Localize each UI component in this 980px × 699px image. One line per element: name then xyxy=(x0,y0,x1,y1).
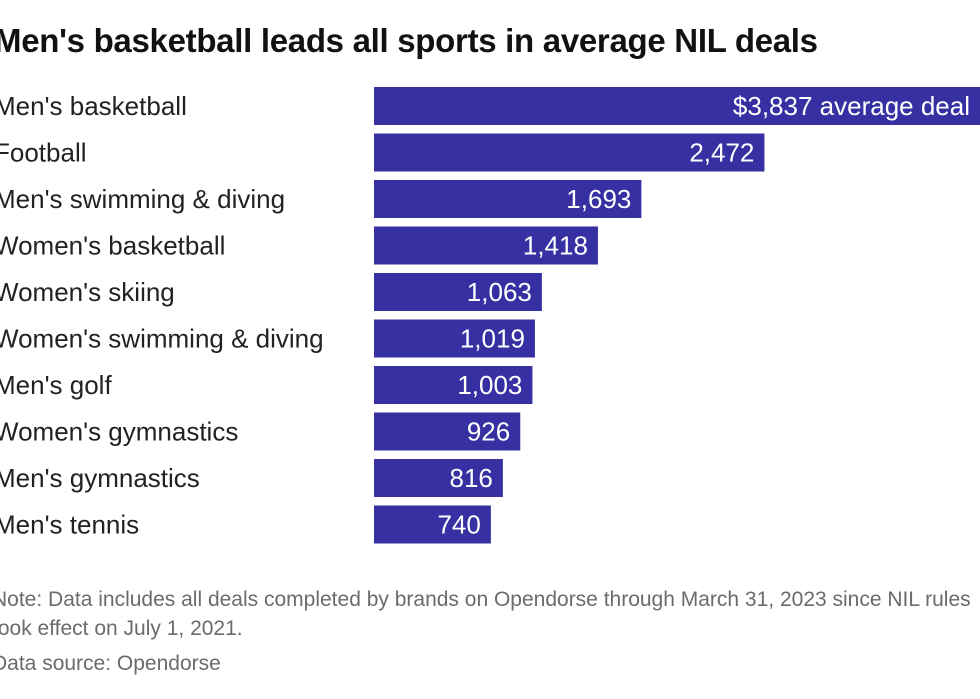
category-label: Men's swimming & diving xyxy=(0,184,285,214)
chart-note: Note: Data includes all deals completed … xyxy=(0,588,971,640)
value-label: 816 xyxy=(449,463,492,493)
bar-3 xyxy=(374,226,598,265)
category-label: Women's gymnastics xyxy=(0,417,238,447)
value-label: 1,418 xyxy=(523,231,588,261)
category-label: Men's golf xyxy=(0,370,112,400)
category-label: Women's basketball xyxy=(0,231,225,261)
bar-9 xyxy=(374,505,491,544)
value-label: 1,003 xyxy=(457,370,522,400)
chart-title: Men's basketball leads all sports in ave… xyxy=(0,22,818,59)
bar-2 xyxy=(374,180,642,218)
category-label: Women's swimming & diving xyxy=(0,324,324,354)
bar-8 xyxy=(374,459,503,497)
bar-7 xyxy=(374,412,521,451)
category-label: Women's skiing xyxy=(0,277,175,307)
bar-0 xyxy=(374,87,980,125)
category-label: Football xyxy=(0,138,87,168)
value-label: $3,837 average deal xyxy=(733,91,970,121)
value-label: 1,063 xyxy=(467,277,532,307)
value-label: 2,472 xyxy=(689,138,754,168)
value-label: 926 xyxy=(467,417,510,447)
bar-4 xyxy=(374,273,542,311)
category-label: Men's basketball xyxy=(0,91,187,121)
bar-chart: Men's basketball $3,837 average deal Footb… xyxy=(0,87,980,544)
value-label: 740 xyxy=(437,510,480,540)
value-label: 1,019 xyxy=(460,324,525,354)
category-label: Men's tennis xyxy=(0,510,139,540)
bar-6 xyxy=(374,366,533,404)
category-label: Men's gymnastics xyxy=(0,463,200,493)
bar-1 xyxy=(374,133,765,172)
value-label: 1,693 xyxy=(566,184,631,214)
bar-5 xyxy=(374,319,535,358)
data-source: Data source: Opendorse xyxy=(0,652,221,675)
